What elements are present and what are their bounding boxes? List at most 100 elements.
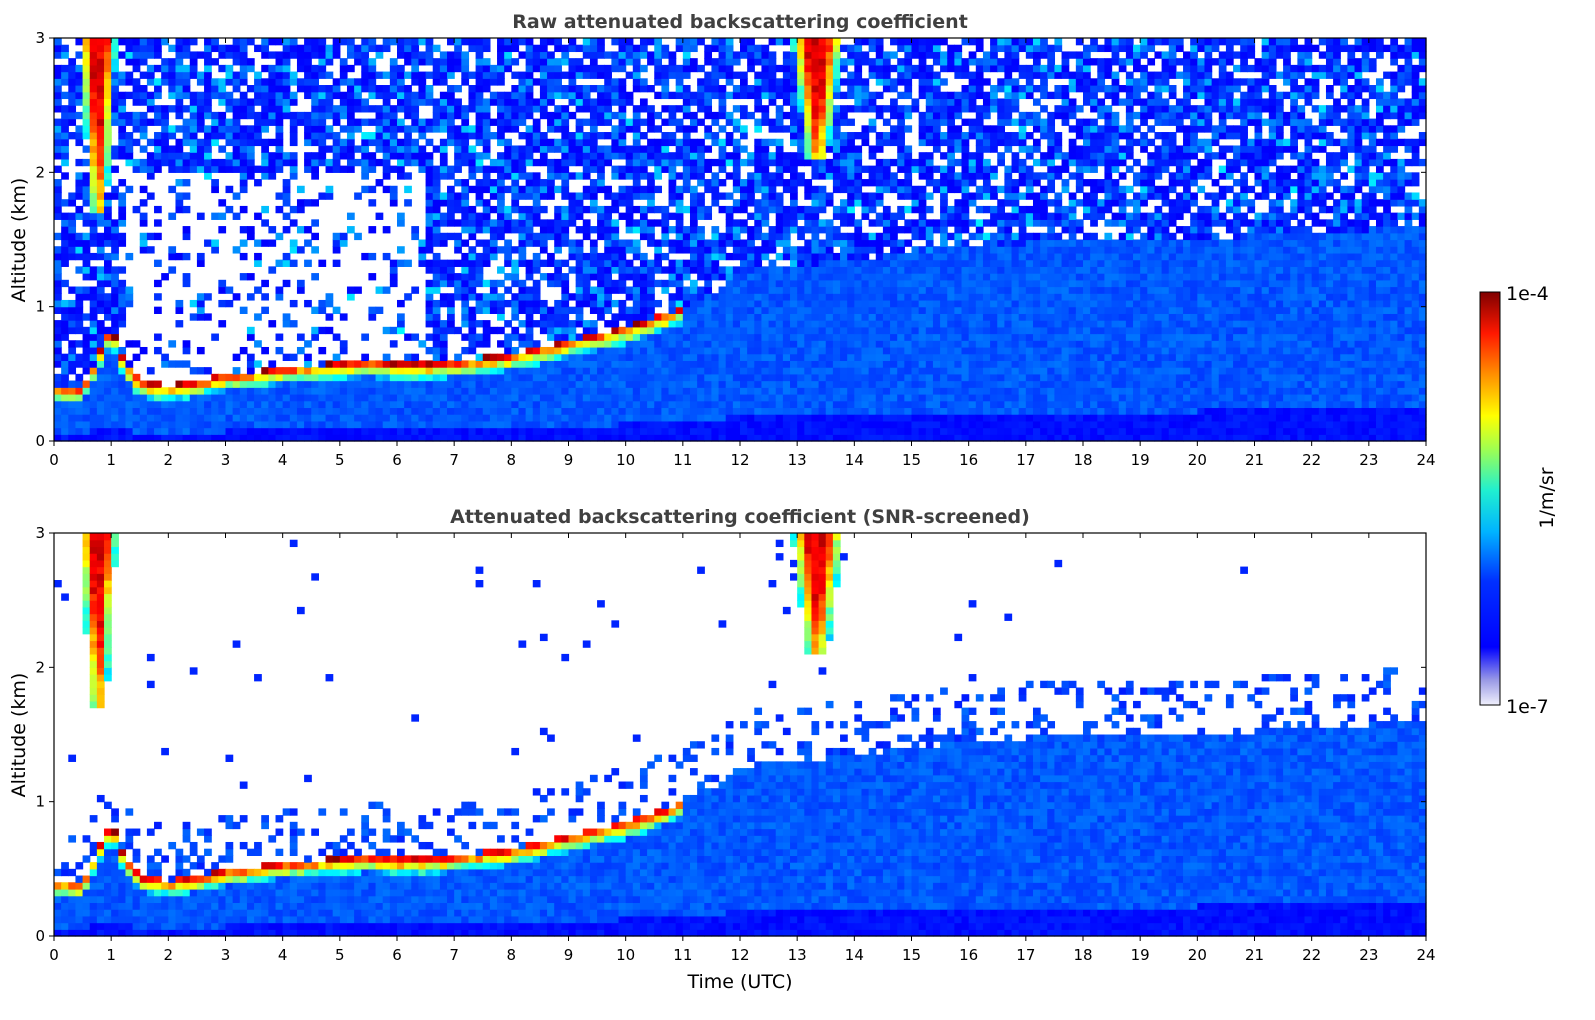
heatmap-cell <box>740 71 748 79</box>
heatmap-cell <box>775 192 784 200</box>
heatmap-cell <box>847 138 855 147</box>
heatmap-cell <box>718 373 727 382</box>
heatmap-cell <box>768 232 777 241</box>
heatmap-cell <box>182 407 191 415</box>
heatmap-cell <box>711 320 720 328</box>
heatmap-cell <box>611 279 620 288</box>
heatmap-cell <box>761 111 770 120</box>
heatmap-cell <box>840 172 848 180</box>
heatmap-cell <box>161 407 169 415</box>
heatmap-cell <box>397 98 405 106</box>
heatmap-cell <box>568 38 577 46</box>
heatmap-cell <box>768 293 777 301</box>
heatmap-cell <box>611 132 620 140</box>
heatmap-cell <box>539 152 548 160</box>
heatmap-cell <box>854 185 863 194</box>
heatmap-cell <box>475 71 484 79</box>
heatmap-cell <box>675 299 684 308</box>
heatmap-cell <box>389 125 398 133</box>
heatmap-cell <box>182 434 191 442</box>
heatmap-cell <box>532 387 541 395</box>
heatmap-cell <box>597 152 605 160</box>
heatmap-cell <box>475 152 484 160</box>
heatmap-cell <box>232 393 241 402</box>
heatmap-cell <box>618 353 627 361</box>
heatmap-cell <box>289 98 298 106</box>
heatmap-cell <box>825 407 834 415</box>
heatmap-cell <box>525 434 534 442</box>
heatmap-cell <box>532 400 541 409</box>
heatmap-cell <box>825 414 834 422</box>
heatmap-cell <box>825 138 834 147</box>
heatmap-cell <box>825 118 834 126</box>
heatmap-cell <box>554 299 562 308</box>
heatmap-cell <box>75 38 84 46</box>
heatmap-cell <box>697 367 705 375</box>
heatmap-cell <box>154 427 162 435</box>
heatmap-cell <box>604 387 612 395</box>
heatmap-cell <box>275 71 284 79</box>
heatmap-cell <box>861 165 870 173</box>
heatmap-cell <box>96 252 105 261</box>
heatmap-cell <box>118 239 127 247</box>
heatmap-cell <box>597 346 605 355</box>
heatmap-cell <box>82 64 91 73</box>
heatmap-cell <box>525 340 534 348</box>
heatmap-cell <box>61 219 69 227</box>
heatmap-cell <box>275 125 284 133</box>
heatmap-cell <box>54 306 62 314</box>
heatmap-cell <box>475 434 484 442</box>
heatmap-cell <box>454 232 462 241</box>
heatmap-cell <box>54 293 62 301</box>
heatmap-cell <box>568 199 577 207</box>
heatmap-cell <box>289 205 298 214</box>
heatmap-cell <box>61 320 69 328</box>
heatmap-cell <box>89 239 98 247</box>
heatmap-cell <box>861 367 870 375</box>
heatmap-cell <box>482 219 491 227</box>
heatmap-cell <box>711 380 720 388</box>
heatmap-cell <box>632 273 641 281</box>
heatmap-cell <box>732 185 741 194</box>
heatmap-cell <box>254 286 262 294</box>
heatmap-cell <box>439 420 448 429</box>
heatmap-cell <box>375 373 384 382</box>
heatmap-cell <box>111 226 119 234</box>
heatmap-cell <box>289 44 298 53</box>
heatmap-cell <box>675 105 684 113</box>
heatmap-cell <box>589 64 598 73</box>
heatmap-cell <box>718 434 727 442</box>
heatmap-cell <box>554 333 562 341</box>
heatmap-cell <box>754 226 763 234</box>
heatmap-cell <box>204 387 212 395</box>
heatmap-cell <box>454 246 462 254</box>
heatmap-cell <box>432 118 441 126</box>
heatmap-cell <box>811 132 820 140</box>
heatmap-cell <box>68 306 77 314</box>
heatmap-cell <box>468 306 477 314</box>
heatmap-cell <box>504 387 512 395</box>
heatmap-cell <box>832 51 841 59</box>
heatmap-cell <box>75 91 84 100</box>
heatmap-cell <box>218 91 227 100</box>
heatmap-cell <box>725 226 734 234</box>
heatmap-cell <box>775 226 784 234</box>
heatmap-cell <box>61 252 69 261</box>
heatmap-cell <box>389 152 398 160</box>
heatmap-cell <box>632 71 641 79</box>
heatmap-cell <box>732 165 741 173</box>
heatmap-cell <box>211 85 219 93</box>
heatmap-cell <box>282 51 291 59</box>
heatmap-cell <box>346 380 355 388</box>
heatmap-cell <box>332 367 341 375</box>
heatmap-cell <box>711 172 720 180</box>
heatmap-cell <box>68 232 77 241</box>
heatmap-cell <box>768 205 777 214</box>
heatmap-cell <box>818 125 827 133</box>
heatmap-cell <box>854 360 863 368</box>
heatmap-cell <box>668 346 677 355</box>
heatmap-cell <box>339 145 348 153</box>
heatmap-cell <box>618 246 627 254</box>
heatmap-cell <box>275 414 284 422</box>
heatmap-cell <box>525 293 534 301</box>
